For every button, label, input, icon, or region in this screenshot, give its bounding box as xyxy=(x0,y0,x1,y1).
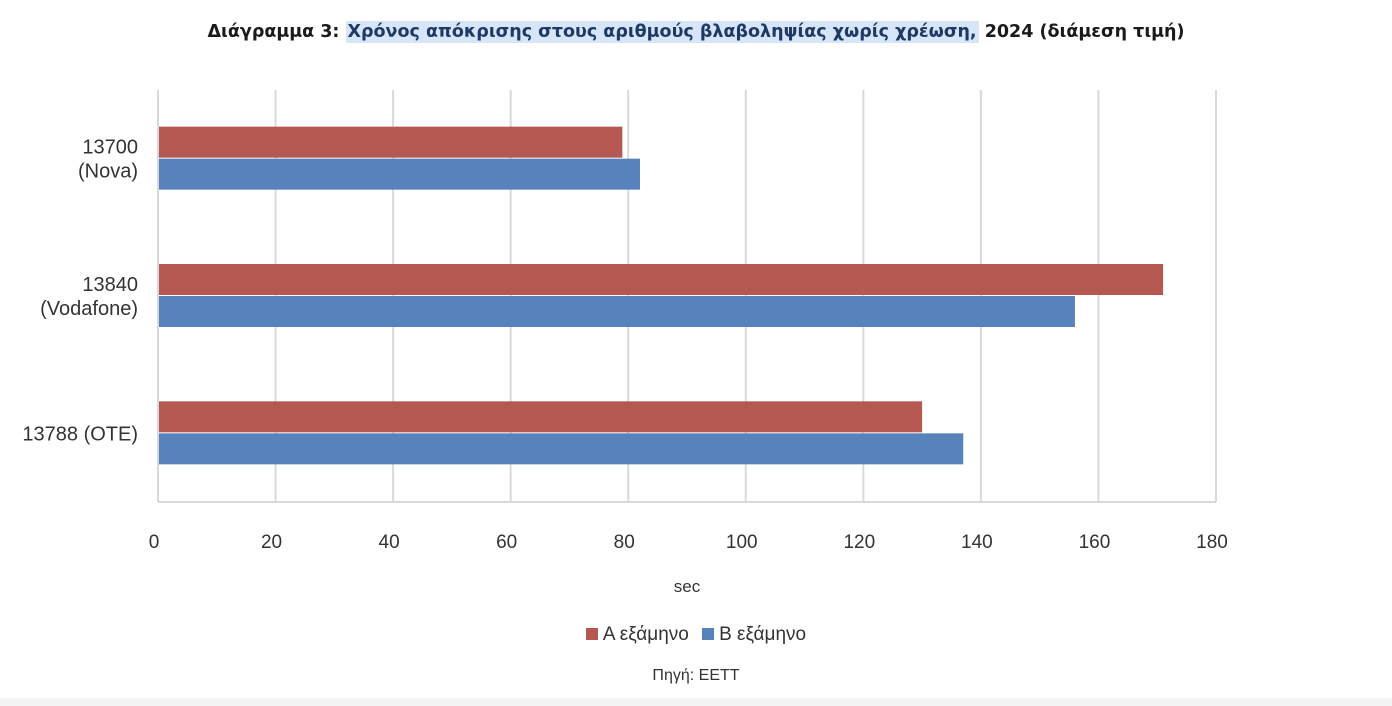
x-tick-label-160: 160 xyxy=(1079,532,1111,553)
x-tick-label-80: 80 xyxy=(614,532,635,553)
x-tick-label-180: 180 xyxy=(1196,532,1228,553)
x-tick-label-120: 120 xyxy=(843,532,875,553)
category-label-0: 13700 (Nova) xyxy=(78,137,138,183)
bar-series-b-1 xyxy=(158,296,1075,327)
chart-title-suffix: 2024 (διάμεση τιμή) xyxy=(984,22,1185,42)
legend-item-series-a: Α εξάμηνο xyxy=(585,624,689,646)
chart-title-highlight: Χρόνος απόκρισης στους αριθμούς βλαβοληψ… xyxy=(345,21,979,43)
legend: Α εξάμηνο Β εξάμηνο xyxy=(0,624,1392,646)
bar-chart: 13700 (Nova) 13840 (Vodafone) 13788 (OTE) 0 20… xyxy=(22,90,1228,596)
legend-label-series-a: Α εξάμηνο xyxy=(602,624,689,645)
x-axis-title: sec xyxy=(674,577,701,596)
category-label-line: (Vodafone) xyxy=(40,298,138,320)
bar-series-a-1 xyxy=(158,264,1164,295)
category-label-line: 13788 (OTE) xyxy=(22,423,138,445)
category-label-line: 13840 xyxy=(82,274,138,296)
x-tick-label-100: 100 xyxy=(726,532,758,553)
bar-series-a-0 xyxy=(158,126,623,158)
x-tick-label-0: 0 xyxy=(149,532,160,553)
source-note: Πηγή: ΕΕΤΤ xyxy=(652,667,740,684)
bar-series-b-0 xyxy=(158,158,640,190)
legend-item-series-b: Β εξάμηνο xyxy=(702,624,806,646)
bottom-strip xyxy=(0,698,1392,706)
x-tick-label-60: 60 xyxy=(496,532,517,553)
chart-title: Διάγραμμα 3: Χρόνος απόκρισης στους αριθ… xyxy=(0,21,1392,43)
category-label-1: 13840 (Vodafone) xyxy=(40,274,138,320)
x-tick-label-40: 40 xyxy=(379,532,400,553)
category-label-line: (Nova) xyxy=(78,161,138,183)
legend-label-series-b: Β εξάμηνο xyxy=(719,624,807,645)
category-label-2: 13788 (OTE) xyxy=(22,423,138,445)
chart-title-prefix: Διάγραμμα 3: xyxy=(207,22,340,42)
x-tick-label-140: 140 xyxy=(961,532,993,553)
bar-series-b-2 xyxy=(158,433,964,465)
bar-series-a-2 xyxy=(158,401,923,433)
legend-swatch-series-b xyxy=(702,628,715,640)
legend-swatch-series-a xyxy=(585,628,598,640)
x-tick-label-20: 20 xyxy=(261,532,282,553)
category-label-line: 13700 xyxy=(82,137,138,159)
